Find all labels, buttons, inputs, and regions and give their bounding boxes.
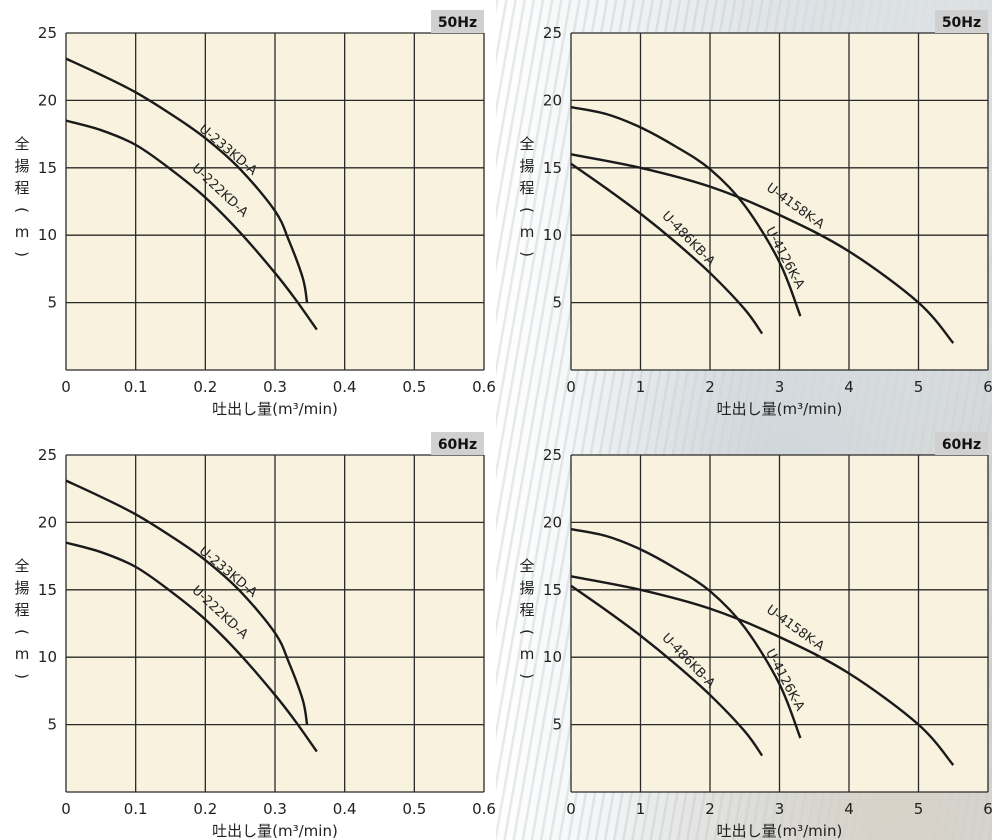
x-tick-label: 2 [705, 378, 715, 396]
frequency-badge-label: 60Hz [942, 437, 981, 453]
performance-curve [570, 162, 764, 335]
y-tick-label: 25 [543, 24, 562, 42]
y-axis-title-char: 程 [14, 601, 29, 619]
y-axis-title-char: ( [13, 629, 31, 635]
x-axis-title: 吐出し量(m³/min) [717, 400, 843, 418]
y-tick-label: 25 [38, 24, 57, 42]
y-tick-label: 20 [38, 513, 57, 531]
y-axis-title-char: m [15, 223, 30, 241]
frequency-badge [431, 10, 484, 33]
x-tick-label: 0.4 [333, 800, 357, 818]
y-tick-label: 5 [552, 716, 562, 734]
x-tick-label: 0.6 [472, 800, 496, 818]
y-tick-label: 10 [543, 226, 562, 244]
x-tick-label: 0.6 [472, 378, 496, 396]
y-axis-title-char: m [520, 223, 535, 241]
frequency-badge [431, 432, 484, 455]
frequency-badge-label: 50Hz [942, 15, 981, 31]
y-axis-title-char: 程 [14, 179, 29, 197]
y-axis-title-char: 全 [14, 135, 29, 153]
y-tick-label: 15 [38, 581, 57, 599]
y-axis-title-char: 揚 [14, 157, 29, 175]
y-tick-label: 5 [47, 716, 57, 734]
y-axis-title-char: 全 [519, 135, 534, 153]
x-axis-title: 吐出し量(m³/min) [212, 400, 338, 418]
y-tick-label: 5 [552, 294, 562, 312]
x-tick-label: 0 [61, 800, 71, 818]
x-tick-label: 0.3 [263, 800, 287, 818]
performance-curve [570, 527, 802, 739]
x-tick-label: 0.2 [193, 800, 217, 818]
y-axis-title-char: 全 [14, 557, 29, 575]
performance-curve [570, 105, 802, 317]
y-tick-label: 5 [47, 294, 57, 312]
y-tick-label: 10 [38, 648, 57, 666]
y-axis-title-char: 程 [519, 601, 534, 619]
x-tick-label: 0.4 [333, 378, 357, 396]
x-tick-label: 2 [705, 800, 715, 818]
x-tick-label: 5 [914, 800, 924, 818]
x-tick-label: 1 [636, 378, 646, 396]
y-axis-title-char: ) [13, 251, 31, 257]
y-tick-label: 15 [543, 581, 562, 599]
performance-curve [65, 119, 318, 331]
y-tick-label: 20 [543, 513, 562, 531]
x-tick-label: 3 [775, 378, 785, 396]
y-axis-title-char: ( [13, 207, 31, 213]
x-tick-label: 0.2 [193, 378, 217, 396]
x-tick-label: 6 [983, 378, 992, 396]
x-tick-label: 0.3 [263, 378, 287, 396]
x-tick-label: 4 [844, 800, 854, 818]
x-tick-label: 0 [61, 378, 71, 396]
y-axis-title-char: m [520, 645, 535, 663]
y-tick-label: 15 [38, 159, 57, 177]
x-tick-label: 6 [983, 800, 992, 818]
x-tick-label: 0.1 [124, 800, 148, 818]
y-axis-title-char: 揚 [519, 157, 534, 175]
x-tick-label: 0.5 [402, 378, 426, 396]
y-axis-title-char: 程 [519, 179, 534, 197]
performance-curve [570, 575, 955, 766]
x-tick-label: 5 [914, 378, 924, 396]
x-tick-label: 3 [775, 800, 785, 818]
performance-curve [65, 479, 309, 725]
y-axis-title-char: ( [518, 629, 536, 635]
y-tick-label: 15 [543, 159, 562, 177]
frequency-badge-label: 60Hz [438, 437, 477, 453]
frequency-badge [935, 432, 988, 455]
y-tick-label: 25 [38, 446, 57, 464]
y-tick-label: 10 [38, 226, 57, 244]
y-axis-title-char: ) [518, 673, 536, 679]
y-axis-title-char: ) [518, 251, 536, 257]
performance-curve [65, 57, 309, 303]
performance-curve [570, 153, 955, 344]
x-tick-label: 0 [566, 800, 576, 818]
performance-curve [65, 541, 318, 753]
y-axis-title-char: m [15, 645, 30, 663]
y-axis-title-char: ( [518, 207, 536, 213]
y-axis-title-char: 揚 [519, 579, 534, 597]
x-tick-label: 0 [566, 378, 576, 396]
x-tick-label: 4 [844, 378, 854, 396]
y-tick-label: 20 [38, 91, 57, 109]
x-tick-label: 0.5 [402, 800, 426, 818]
y-tick-label: 10 [543, 648, 562, 666]
performance-curve [570, 584, 764, 757]
x-axis-title: 吐出し量(m³/min) [717, 822, 843, 840]
y-axis-title-char: 揚 [14, 579, 29, 597]
y-axis-title-char: ) [13, 673, 31, 679]
y-tick-label: 20 [543, 91, 562, 109]
y-axis-title-char: 全 [519, 557, 534, 575]
x-tick-label: 1 [636, 800, 646, 818]
y-tick-label: 25 [543, 446, 562, 464]
x-tick-label: 0.1 [124, 378, 148, 396]
frequency-badge-label: 50Hz [438, 15, 477, 31]
x-axis-title: 吐出し量(m³/min) [212, 822, 338, 840]
frequency-badge [935, 10, 988, 33]
